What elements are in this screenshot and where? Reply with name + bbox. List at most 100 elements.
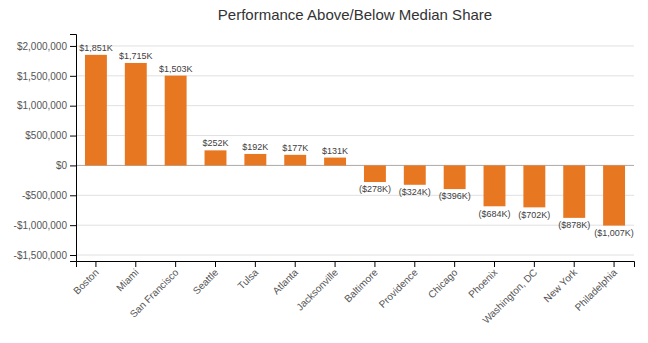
x-tick-mark xyxy=(175,261,176,267)
x-tick-label: Tulsa xyxy=(235,266,260,291)
y-tick-mark xyxy=(70,106,76,107)
data-label: $1,851K xyxy=(79,43,113,53)
x-tick: Tulsa xyxy=(235,261,260,291)
x-tick: Miami xyxy=(114,261,141,293)
x-tick: Chicago xyxy=(426,261,460,300)
x-tick: Philadelphia xyxy=(573,261,620,313)
y-tick-label: -$1,000,000 xyxy=(14,220,68,231)
bar xyxy=(244,154,266,165)
y-tick-label: $500,000 xyxy=(25,130,67,141)
x-tick-label: Providence xyxy=(377,266,420,309)
y-tick-mark xyxy=(70,76,76,77)
y-tick: -$1,500,000 xyxy=(14,250,76,261)
x-tick: Atlanta xyxy=(270,261,300,296)
x-tick-mark xyxy=(534,261,535,267)
y-tick-label: $1,000,000 xyxy=(17,100,67,111)
data-label: ($1,007K) xyxy=(594,228,634,238)
grid-line xyxy=(76,45,634,46)
grid-line xyxy=(76,195,634,196)
y-axis: -$1,500,000 -$1,000,000 -$500,000 $0 $500,00… xyxy=(14,35,77,262)
x-tick: Boston xyxy=(71,261,101,296)
x-tick-label: New York xyxy=(542,266,580,304)
bar xyxy=(284,155,306,166)
y-tick-label: -$1,500,000 xyxy=(14,250,68,261)
data-label: ($878K) xyxy=(558,220,590,230)
y-tick-label: $0 xyxy=(56,160,68,171)
x-tick-label: San Francisco xyxy=(128,266,181,319)
bar xyxy=(603,165,625,225)
x-tick: Providence xyxy=(377,261,420,310)
data-label: $1,715K xyxy=(119,51,153,61)
x-tick-label: Miami xyxy=(114,267,141,294)
chart-svg: Performance Above/Below Median Share $1,8… xyxy=(0,0,648,343)
grid-line xyxy=(76,75,634,76)
plot: $1,851K $1,715K $1,503K $252K $192K $177K $131… xyxy=(14,35,635,326)
bar xyxy=(444,165,466,189)
data-label: $131K xyxy=(322,146,348,156)
chart-container: Performance Above/Below Median Share $1,8… xyxy=(0,0,648,343)
x-tick-mark xyxy=(95,261,96,267)
y-tick: $0 xyxy=(56,160,76,171)
x-tick-mark xyxy=(494,261,495,267)
bar xyxy=(125,63,147,165)
grid-line xyxy=(76,165,634,166)
x-tick-label: Chicago xyxy=(426,266,460,300)
grid-line xyxy=(76,105,634,106)
x-tick-label: Boston xyxy=(71,267,101,297)
x-tick-mark xyxy=(454,261,455,267)
data-label: $252K xyxy=(202,138,228,148)
grid xyxy=(76,46,634,255)
x-tick: Baltimore xyxy=(342,261,380,304)
x-tick: New York xyxy=(542,261,580,304)
y-tick: $1,500,000 xyxy=(17,71,76,82)
x-tick-label: Atlanta xyxy=(270,266,300,296)
data-label: $177K xyxy=(282,143,308,153)
data-label: ($278K) xyxy=(359,184,391,194)
y-tick-label: -$500,000 xyxy=(22,190,67,201)
x-tick-mark xyxy=(574,261,575,267)
bar xyxy=(165,76,187,166)
x-tick-label: Baltimore xyxy=(342,266,380,304)
y-tick-mark xyxy=(70,195,76,196)
x-axis: Boston MiamiSan Francisco Seattle Tulsa Atla… xyxy=(71,261,634,326)
chart-title: Performance Above/Below Median Share xyxy=(218,6,492,23)
bar xyxy=(563,165,585,217)
x-tick-mark xyxy=(295,261,296,267)
y-tick: $500,000 xyxy=(25,130,76,141)
y-axis-line xyxy=(70,35,77,262)
bar xyxy=(484,165,506,206)
x-tick-mark xyxy=(614,261,615,267)
x-tick-label: Seattle xyxy=(191,266,221,296)
bar xyxy=(205,150,227,165)
y-tick: $1,000,000 xyxy=(17,100,76,111)
y-tick: $2,000,000 xyxy=(17,41,76,52)
bar xyxy=(324,158,346,166)
y-tick-label: $1,500,000 xyxy=(17,71,67,82)
y-tick-mark xyxy=(70,136,76,137)
x-tick-mark xyxy=(215,261,216,267)
data-label: $1,503K xyxy=(159,64,193,74)
data-label: ($684K) xyxy=(478,209,510,219)
y-tick-mark xyxy=(70,165,76,166)
data-label: ($702K) xyxy=(518,210,550,220)
y-tick: -$1,000,000 xyxy=(14,220,76,231)
data-label: $192K xyxy=(242,142,268,152)
data-label: ($324K) xyxy=(399,187,431,197)
y-tick-mark xyxy=(70,225,76,226)
y-tick-mark xyxy=(70,46,76,47)
y-tick-mark xyxy=(70,255,76,256)
x-tick-mark xyxy=(255,261,256,267)
bar xyxy=(404,165,426,184)
bar xyxy=(85,55,107,166)
x-tick-label: Washington, DC xyxy=(480,267,539,326)
x-tick-mark xyxy=(374,261,375,267)
data-labels: $1,851K $1,715K $1,503K $252K $192K $177K $131… xyxy=(79,43,634,238)
x-tick-mark xyxy=(335,261,336,267)
x-tick: Phoenix xyxy=(466,261,499,300)
x-tick-label: Jacksonville xyxy=(294,266,340,312)
bar xyxy=(523,165,545,207)
grid-line xyxy=(76,225,634,226)
x-tick: San Francisco xyxy=(128,261,181,320)
x-tick-mark xyxy=(414,261,415,267)
x-axis-line xyxy=(77,262,635,268)
